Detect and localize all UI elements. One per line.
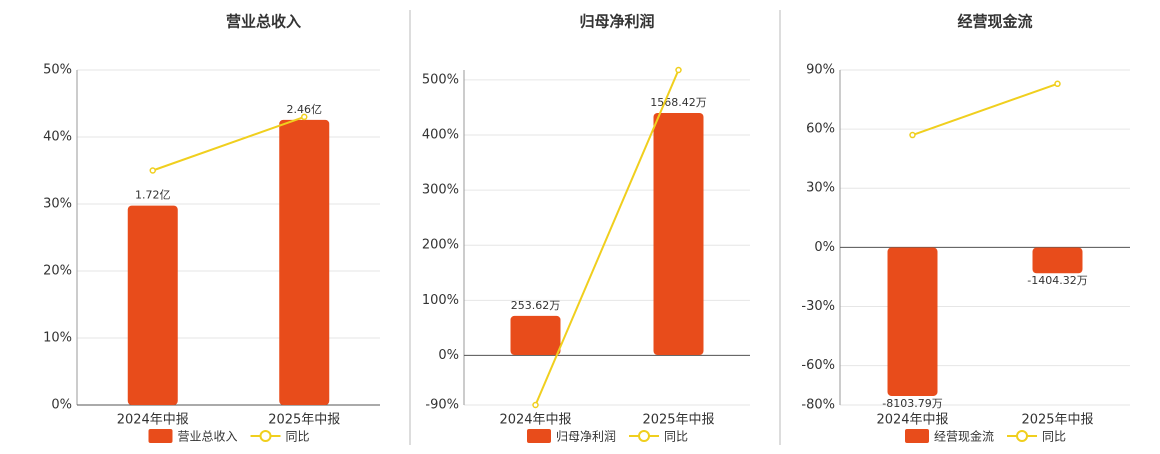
y-tick-label: 0%: [51, 398, 72, 413]
line-point: [149, 167, 156, 174]
y-tick-label: -60%: [801, 358, 835, 373]
line: [534, 69, 680, 406]
line-point: [675, 66, 682, 74]
y-tick-label: 10%: [43, 331, 72, 346]
legend-label: 同比: [1042, 430, 1066, 444]
y-tick-label: -30%: [801, 299, 835, 314]
bar: [127, 205, 178, 405]
data-label: -8103.79万: [882, 397, 942, 410]
line-point: [301, 113, 308, 121]
y-tick-label: 300%: [422, 183, 459, 198]
data-label: 2.46亿: [287, 103, 323, 116]
line: [152, 115, 305, 172]
y-tick-label: -80%: [801, 398, 835, 413]
line-point: [1054, 80, 1061, 88]
x-tick-label: 2025年中报: [268, 413, 340, 428]
data-label: -1404.32万: [1027, 274, 1087, 287]
line: [912, 82, 1058, 136]
legend-label: 同比: [664, 430, 688, 444]
chart-title: 营业总收入: [226, 13, 301, 31]
y-tick-label: 90%: [806, 63, 835, 78]
y-tick-label: -90%: [425, 398, 459, 413]
x-tick-label: 2024年中报: [499, 413, 571, 428]
legend-swatch: [905, 429, 929, 443]
y-tick-label: 0%: [814, 240, 835, 255]
x-tick-label: 2024年中报: [117, 413, 189, 428]
y-tick-label: 60%: [806, 122, 835, 137]
y-tick-label: 50%: [43, 63, 72, 78]
y-tick-label: 20%: [43, 264, 72, 279]
bar: [279, 119, 330, 405]
bar: [1032, 247, 1083, 274]
y-tick-label: 500%: [422, 72, 459, 87]
y-tick-label: 100%: [422, 293, 459, 308]
y-tick-label: 30%: [806, 181, 835, 196]
chart-title: 经营现金流: [957, 13, 1032, 31]
data-label: 253.62万: [511, 299, 561, 312]
legend-label: 同比: [286, 430, 310, 444]
data-label: 1568.42万: [650, 96, 707, 109]
y-tick-label: 40%: [43, 130, 72, 145]
x-tick-label: 2025年中报: [642, 413, 714, 428]
line-point: [909, 131, 916, 139]
x-tick-label: 2025年中报: [1021, 413, 1093, 428]
legend-swatch: [638, 430, 651, 442]
bar: [510, 315, 561, 356]
y-tick-label: 30%: [43, 197, 72, 212]
legend-label: 营业总收入: [178, 430, 238, 444]
legend-label: 归母净利润: [556, 430, 616, 444]
y-tick-label: 400%: [422, 128, 459, 143]
y-tick-label: 200%: [422, 238, 459, 253]
x-tick-label: 2024年中报: [876, 413, 948, 428]
legend-label: 经营现金流: [934, 429, 994, 444]
bar: [887, 247, 938, 396]
data-label: 1.72亿: [135, 189, 171, 202]
legend-swatch: [148, 429, 173, 443]
legend-swatch: [527, 429, 551, 443]
chart-title: 归母净利润: [579, 13, 654, 31]
legend-swatch: [1016, 430, 1029, 442]
y-tick-label: 0%: [438, 348, 459, 363]
bar: [653, 112, 704, 356]
line-point: [532, 401, 539, 409]
legend-swatch: [259, 430, 272, 442]
